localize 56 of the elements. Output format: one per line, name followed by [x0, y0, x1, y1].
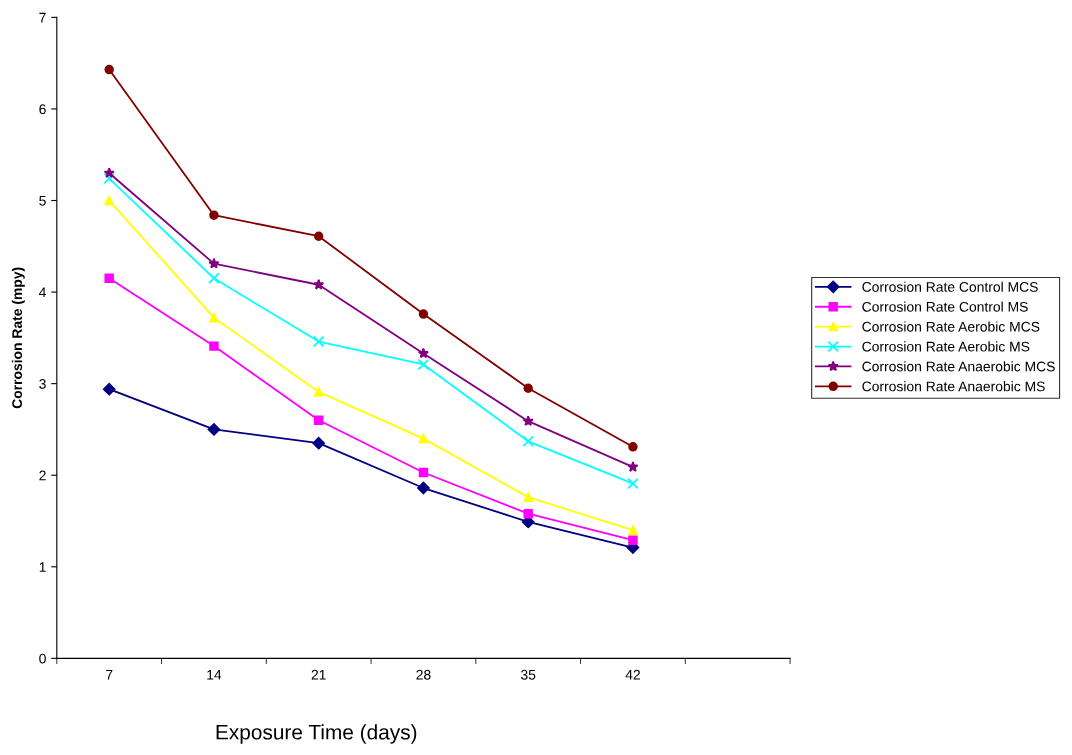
point [523, 383, 533, 393]
point [628, 525, 638, 535]
y-tick-label: 0 [39, 653, 46, 664]
point [627, 477, 639, 490]
point [627, 461, 639, 472]
point [208, 257, 220, 269]
x-tick-label: 21 [311, 669, 326, 680]
y-tick-label: 6 [39, 104, 46, 115]
point [628, 442, 638, 452]
point [209, 341, 219, 351]
point [312, 335, 325, 348]
point [102, 382, 116, 396]
y-tick-label: 5 [39, 195, 46, 206]
point [418, 433, 429, 444]
legend-label: Corrosion Rate Aerobic MS [862, 341, 1030, 352]
point [417, 358, 430, 371]
x-tick-label: 7 [106, 669, 113, 680]
point [522, 435, 534, 448]
legend-label: Corrosion Rate Aerobic MCS [862, 321, 1040, 332]
point [313, 387, 324, 397]
point [628, 535, 638, 545]
point [103, 167, 115, 178]
y-tick-label: 3 [39, 378, 46, 389]
point [209, 210, 219, 220]
point [104, 64, 114, 75]
point [104, 273, 114, 284]
point [522, 415, 534, 427]
x-axis-title: Exposure Time (days) [216, 724, 417, 744]
point [209, 312, 219, 323]
legend-label: Corrosion Rate Control MCS [862, 281, 1038, 292]
point [523, 508, 533, 519]
x-tick-label: 35 [521, 669, 536, 680]
point [523, 492, 533, 502]
point [313, 415, 324, 426]
point [313, 278, 325, 290]
point [417, 347, 429, 359]
legend-label: Corrosion Rate Control MS [862, 301, 1028, 312]
point [103, 172, 115, 185]
point [207, 423, 221, 436]
point [104, 195, 114, 206]
y-tick-label: 7 [39, 12, 46, 23]
point [208, 272, 220, 285]
legend-label: Corrosion Rate Anaerobic MCS [862, 361, 1055, 372]
point [313, 231, 324, 241]
y-tick-label: 1 [39, 562, 46, 572]
point [418, 467, 429, 478]
point [417, 481, 430, 495]
point [418, 309, 429, 319]
y-axis-title: Corrosion Rate (mpy) [11, 267, 25, 409]
y-tick-label: 2 [39, 470, 46, 481]
y-tick-label: 4 [38, 287, 46, 298]
point [312, 436, 325, 450]
legend-label: Corrosion Rate Anaerobic MS [862, 381, 1045, 392]
x-tick-label: 14 [207, 669, 222, 680]
x-tick-label: 28 [416, 669, 431, 680]
x-tick-label: 42 [625, 669, 640, 680]
